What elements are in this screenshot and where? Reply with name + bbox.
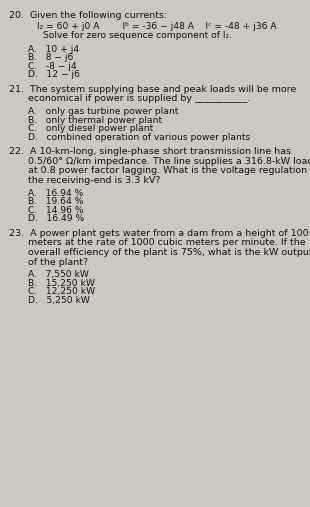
Text: A.   only gas turbine power plant: A. only gas turbine power plant — [28, 107, 178, 116]
Text: B.   15,250 kW: B. 15,250 kW — [28, 279, 95, 288]
Text: 0.5/60° Ω/km impedance. The line supplies a 316.8-kW load: 0.5/60° Ω/km impedance. The line supplie… — [28, 157, 310, 166]
Text: Solve for zero sequence component of I₂.: Solve for zero sequence component of I₂. — [43, 31, 232, 41]
Text: D.   5,250 kW: D. 5,250 kW — [28, 296, 90, 305]
Text: economical if power is supplied by ___________.: economical if power is supplied by _____… — [28, 94, 250, 103]
Text: at 0.8 power factor lagging. What is the voltage regulation if: at 0.8 power factor lagging. What is the… — [28, 166, 310, 175]
Text: A.   16.94 %: A. 16.94 % — [28, 189, 83, 198]
Text: C.   14.96 %: C. 14.96 % — [28, 206, 83, 215]
Text: of the plant?: of the plant? — [28, 258, 88, 267]
Text: B.   8 − j6: B. 8 − j6 — [28, 53, 73, 62]
Text: overall efficiency of the plant is 75%, what is the kW output: overall efficiency of the plant is 75%, … — [28, 248, 310, 257]
Text: D.   12 − j6: D. 12 − j6 — [28, 70, 80, 80]
Text: 20.  Given the following currents:: 20. Given the following currents: — [9, 11, 167, 20]
Text: D.   16.49 %: D. 16.49 % — [28, 214, 84, 224]
Text: 23.  A power plant gets water from a dam from a height of 100: 23. A power plant gets water from a dam … — [9, 229, 309, 238]
Text: A.   10 + j4: A. 10 + j4 — [28, 45, 79, 54]
Text: A.   7,550 kW: A. 7,550 kW — [28, 270, 89, 279]
Text: D.   combined operation of various power plants: D. combined operation of various power p… — [28, 133, 250, 142]
Text: C.   12,250 kW: C. 12,250 kW — [28, 287, 95, 297]
Text: I₂ = 60 + j0 A        Iᵇ = -36 − j48 A    Iᶜ = -48 + j36 A: I₂ = 60 + j0 A Iᵇ = -36 − j48 A Iᶜ = -48… — [37, 22, 277, 31]
Text: C.   only diesel power plant: C. only diesel power plant — [28, 124, 153, 133]
Text: 22.  A 10-km-long, single-phase short transmission line has: 22. A 10-km-long, single-phase short tra… — [9, 147, 291, 156]
Text: meters at the rate of 1000 cubic meters per minute. If the: meters at the rate of 1000 cubic meters … — [28, 238, 306, 247]
Text: B.   only thermal power plant: B. only thermal power plant — [28, 116, 162, 125]
Text: the receiving-end is 3.3 kV?: the receiving-end is 3.3 kV? — [28, 176, 160, 185]
Text: B.   19.64 %: B. 19.64 % — [28, 197, 83, 206]
Text: C.   -8 − j4: C. -8 − j4 — [28, 62, 77, 71]
Text: 21.  The system supplying base and peak loads will be more: 21. The system supplying base and peak l… — [9, 85, 297, 94]
